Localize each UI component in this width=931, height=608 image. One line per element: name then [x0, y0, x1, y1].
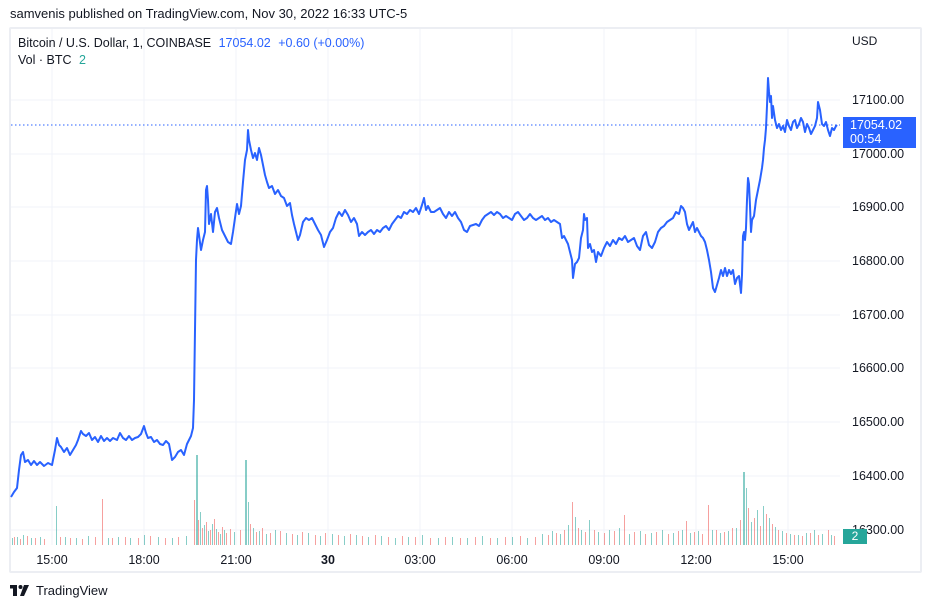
chart-frame [9, 27, 922, 573]
volume-label: Vol · BTC [18, 53, 72, 67]
last-price-value: 17054.02 [218, 36, 271, 50]
vertical-grid [51, 29, 789, 545]
bar-countdown: 00:54 [850, 132, 882, 146]
time-tick: 12:00 [680, 553, 712, 567]
price-tick: 17000.00 [852, 147, 905, 161]
chart-legend: Bitcoin / U.S. Dollar, 1, COINBASE 17054… [18, 35, 368, 69]
footer-branding[interactable]: TradingView [10, 583, 108, 598]
symbol-legend-row[interactable]: Bitcoin / U.S. Dollar, 1, COINBASE 17054… [18, 35, 368, 52]
price-line [10, 77, 838, 498]
time-tick: 06:00 [496, 553, 528, 567]
time-tick: 15:00 [772, 553, 804, 567]
price-tick: 16700.00 [852, 308, 905, 322]
price-tick: 16800.00 [852, 254, 905, 268]
published-info: samvenis published on TradingView.com, N… [10, 6, 408, 21]
symbol-title: Bitcoin / U.S. Dollar, 1, COINBASE [18, 36, 212, 50]
time-tick-day: 30 [321, 553, 335, 567]
volume-legend-row[interactable]: Vol · BTC 2 [18, 52, 368, 69]
last-price-tag-value: 17054.02 [850, 118, 903, 132]
volume-value: 2 [78, 53, 86, 67]
tradingview-brand: TradingView [36, 583, 108, 598]
time-tick: 09:00 [588, 553, 620, 567]
currency-label[interactable]: USD [852, 34, 878, 48]
price-tick: 17100.00 [852, 93, 905, 107]
price-tick: 16600.00 [852, 361, 905, 375]
price-tick: 16500.00 [852, 415, 905, 429]
last-price-tag: 17054.02 00:54 [843, 117, 916, 148]
price-tick: 16900.00 [852, 200, 905, 214]
time-tick: 18:00 [128, 553, 160, 567]
time-tick: 03:00 [404, 553, 436, 567]
horizontal-grid [11, 99, 840, 531]
price-tick: 16400.00 [852, 469, 905, 483]
volume-bars [12, 455, 835, 545]
tradingview-logo-icon [10, 585, 29, 596]
time-tick: 15:00 [36, 553, 68, 567]
time-tick: 21:00 [220, 553, 252, 567]
price-change-value: +0.60 (+0.00%) [278, 36, 365, 50]
volume-tag: 2 [843, 529, 867, 544]
